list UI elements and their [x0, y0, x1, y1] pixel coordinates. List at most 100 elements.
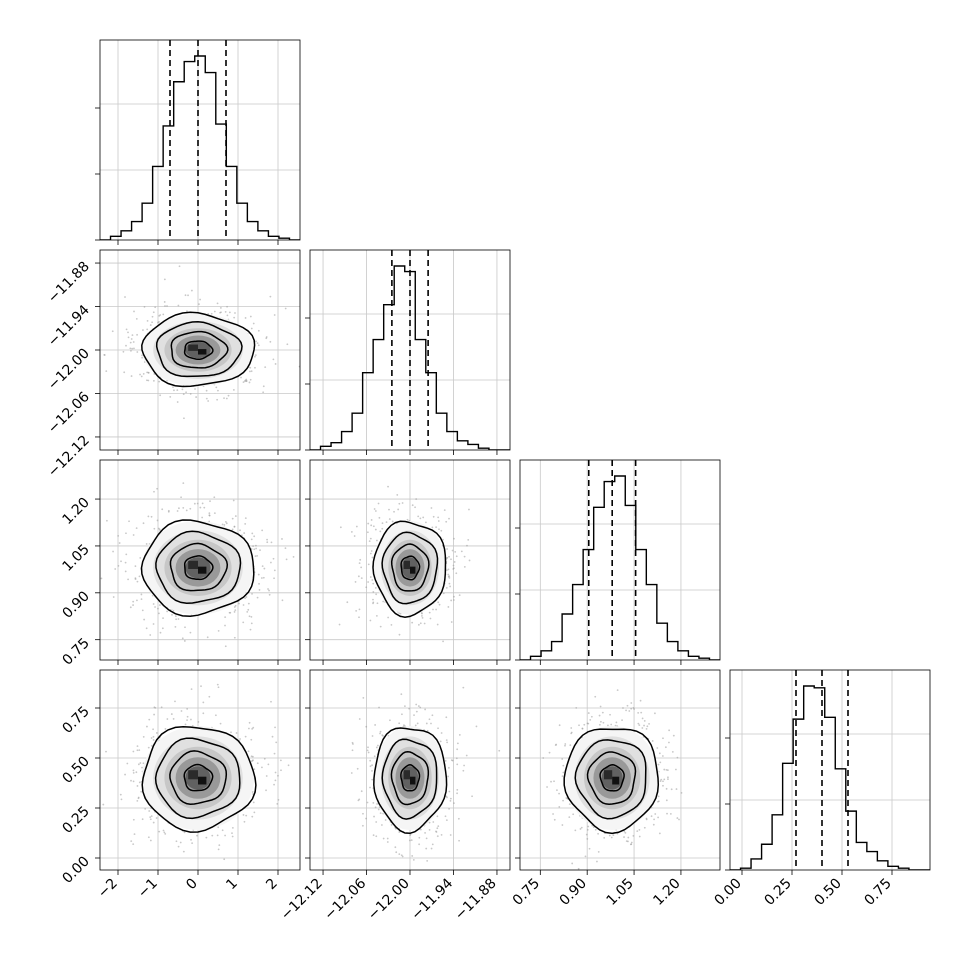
sample-point — [369, 786, 371, 789]
sample-point — [371, 770, 373, 772]
sample-point — [142, 329, 144, 331]
sample-point — [132, 771, 135, 774]
sample-point — [440, 529, 443, 532]
sample-point — [414, 506, 416, 509]
sample-point — [208, 512, 211, 515]
x-tick-label: 0.00 — [711, 876, 744, 909]
sample-point — [132, 600, 135, 603]
sample-point — [623, 830, 626, 833]
sample-point — [670, 788, 673, 791]
sample-point — [437, 520, 440, 522]
contour-line — [373, 727, 448, 835]
sample-point — [556, 789, 558, 792]
sample-point — [371, 556, 374, 559]
sample-point — [112, 596, 115, 598]
sample-point — [452, 564, 455, 567]
sample-point — [570, 727, 573, 729]
sample-point — [158, 315, 161, 317]
sample-point — [676, 817, 679, 819]
x-tick-label: 0.90 — [557, 876, 590, 909]
sample-point — [136, 749, 139, 752]
sample-point — [174, 625, 177, 628]
contour-line — [183, 555, 214, 581]
sample-point — [355, 525, 358, 528]
sample-point — [456, 763, 459, 766]
sample-point — [138, 575, 141, 578]
sample-point — [408, 839, 411, 842]
sample-point — [637, 711, 640, 714]
sample-point — [570, 732, 573, 735]
sample-point — [153, 706, 156, 709]
sample-point — [135, 527, 138, 530]
sample-point — [374, 806, 377, 809]
sample-point — [358, 608, 361, 611]
sample-point — [667, 776, 669, 779]
sample-point — [436, 835, 439, 838]
sample-point — [389, 719, 391, 722]
sample-point — [656, 747, 659, 749]
sample-point — [371, 778, 374, 781]
sample-point — [263, 757, 266, 760]
sample-point — [440, 732, 443, 734]
sample-point — [662, 780, 664, 783]
sample-point — [130, 840, 133, 843]
sample-point — [197, 721, 200, 723]
sample-point — [207, 400, 210, 402]
sample-point — [435, 831, 438, 833]
sample-point — [561, 758, 564, 760]
sample-point — [201, 516, 204, 519]
sample-point — [425, 837, 428, 840]
sample-point — [254, 555, 257, 558]
sample-point — [131, 347, 134, 350]
sample-point — [568, 816, 571, 819]
sample-point — [211, 834, 214, 837]
sample-point — [130, 779, 132, 782]
sample-point — [373, 815, 375, 818]
sample-point — [225, 397, 228, 400]
panel-frame — [519, 669, 721, 871]
sample-point — [253, 548, 256, 551]
sample-point — [196, 834, 198, 837]
sample-point — [379, 625, 382, 628]
sample-point — [447, 606, 450, 608]
sample-point — [162, 617, 164, 620]
sample-point — [194, 388, 196, 390]
sample-point — [176, 510, 179, 512]
sample-point — [143, 618, 146, 621]
sample-point — [245, 596, 248, 598]
sample-point — [280, 769, 282, 772]
sample-point — [224, 645, 227, 648]
sample-point — [180, 496, 182, 499]
sample-point — [437, 727, 439, 730]
sample-point — [149, 634, 152, 636]
sample-point — [367, 563, 370, 566]
sample-point — [366, 801, 369, 804]
sample-point — [562, 799, 564, 802]
sample-point — [242, 814, 245, 816]
sample-point — [233, 525, 236, 528]
sample-point — [239, 529, 241, 532]
sample-point — [338, 623, 341, 626]
sample-point — [179, 841, 182, 844]
sample-point — [130, 375, 133, 377]
sample-point — [458, 734, 461, 736]
y-tick-label: 0.50 — [59, 754, 92, 787]
sample-point — [379, 732, 381, 735]
sample-point — [273, 314, 276, 316]
sample-point — [372, 802, 375, 804]
sample-point — [462, 686, 465, 689]
sample-point — [184, 626, 186, 629]
sample-point — [668, 741, 670, 744]
panel-frame — [729, 669, 931, 871]
sample-point — [250, 622, 253, 625]
sample-point — [447, 775, 449, 778]
sample-point — [583, 723, 586, 726]
density-peak — [403, 770, 410, 780]
sample-point — [249, 628, 252, 631]
sample-point — [189, 507, 192, 510]
sample-point — [163, 831, 166, 834]
sample-point — [249, 315, 252, 318]
sample-point — [367, 746, 369, 749]
sample-point — [154, 306, 157, 309]
sample-point — [367, 751, 370, 754]
